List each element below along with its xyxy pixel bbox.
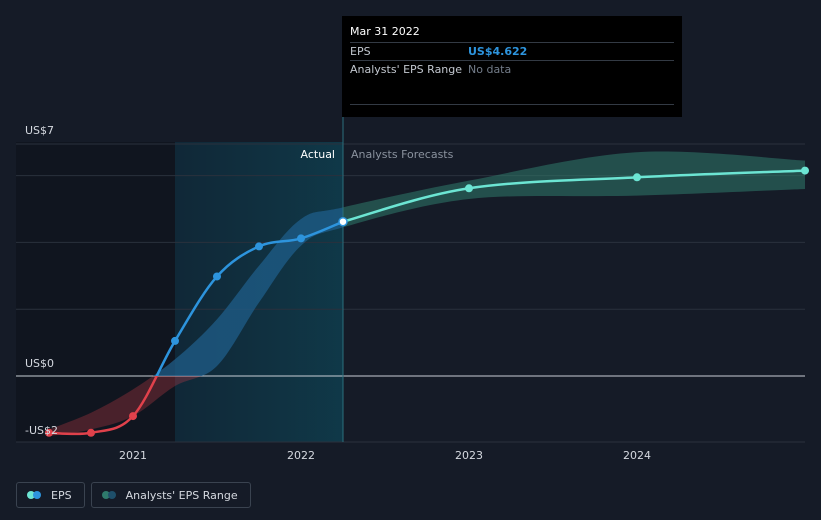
eps-forecast-point bbox=[633, 173, 641, 182]
eps-tooltip: Mar 31 2022 EPS US$4.622 Analysts' EPS R… bbox=[342, 16, 682, 117]
tooltip-eps-label: EPS bbox=[350, 45, 371, 58]
eps-lines bbox=[48, 169, 806, 436]
y-axis-label-bottom: -US$2 bbox=[25, 424, 58, 437]
eps-forecast-line bbox=[342, 169, 806, 223]
eps-actual-line-negative bbox=[48, 376, 159, 436]
eps-actual-point bbox=[255, 242, 263, 251]
eps-actual-point bbox=[87, 428, 95, 437]
tooltip-divider bbox=[350, 104, 674, 105]
eps-actual-point bbox=[45, 428, 53, 437]
tooltip-range-row: Analysts' EPS Range No data bbox=[350, 60, 674, 78]
legend-range-button[interactable]: Analysts' EPS Range bbox=[90, 482, 251, 508]
y-axis-label-top: US$7 bbox=[25, 124, 54, 137]
actual-region-label: Actual bbox=[301, 148, 335, 161]
legend-eps-button[interactable]: EPS bbox=[16, 482, 85, 508]
eps-actual-line bbox=[155, 220, 344, 376]
eps-range-band bbox=[49, 151, 805, 437]
chart-legend: EPS Analysts' EPS Range bbox=[16, 482, 251, 508]
legend-range-label: Analysts' EPS Range bbox=[125, 488, 238, 502]
eps-actual-point bbox=[129, 412, 137, 421]
y-axis-label-zero: US$0 bbox=[25, 357, 54, 370]
legend-eps-label: EPS bbox=[51, 488, 72, 502]
x-axis-ticks: 2021 2022 2023 2024 bbox=[119, 449, 651, 462]
range-band-negative bbox=[49, 376, 202, 437]
eps-forecast-point bbox=[801, 166, 809, 175]
range-band-actual bbox=[153, 207, 343, 376]
tooltip-eps-value: US$4.622 bbox=[468, 45, 528, 58]
eps-actual-point bbox=[338, 216, 348, 227]
eps-actual-point bbox=[213, 272, 221, 281]
eps-points bbox=[45, 166, 809, 437]
tooltip-range-label: Analysts' EPS Range bbox=[350, 63, 463, 76]
range-band-forecast bbox=[343, 151, 805, 228]
grid-lines bbox=[16, 143, 805, 443]
tooltip-range-value: No data bbox=[468, 63, 512, 76]
forecast-region-label: Analysts Forecasts bbox=[351, 148, 454, 161]
x-tick-label: 2024 bbox=[623, 449, 651, 462]
eps-forecast-point bbox=[465, 184, 473, 193]
x-tick-label: 2021 bbox=[119, 449, 147, 462]
eps-legend-icon bbox=[27, 491, 43, 499]
tooltip-eps-row: EPS US$4.622 bbox=[350, 42, 674, 60]
range-legend-icon bbox=[101, 491, 118, 499]
x-tick-label: 2023 bbox=[455, 449, 483, 462]
x-tick-label: 2022 bbox=[287, 449, 315, 462]
tooltip-date: Mar 31 2022 bbox=[350, 25, 420, 38]
eps-actual-point bbox=[171, 336, 179, 345]
eps-actual-point bbox=[297, 234, 305, 243]
